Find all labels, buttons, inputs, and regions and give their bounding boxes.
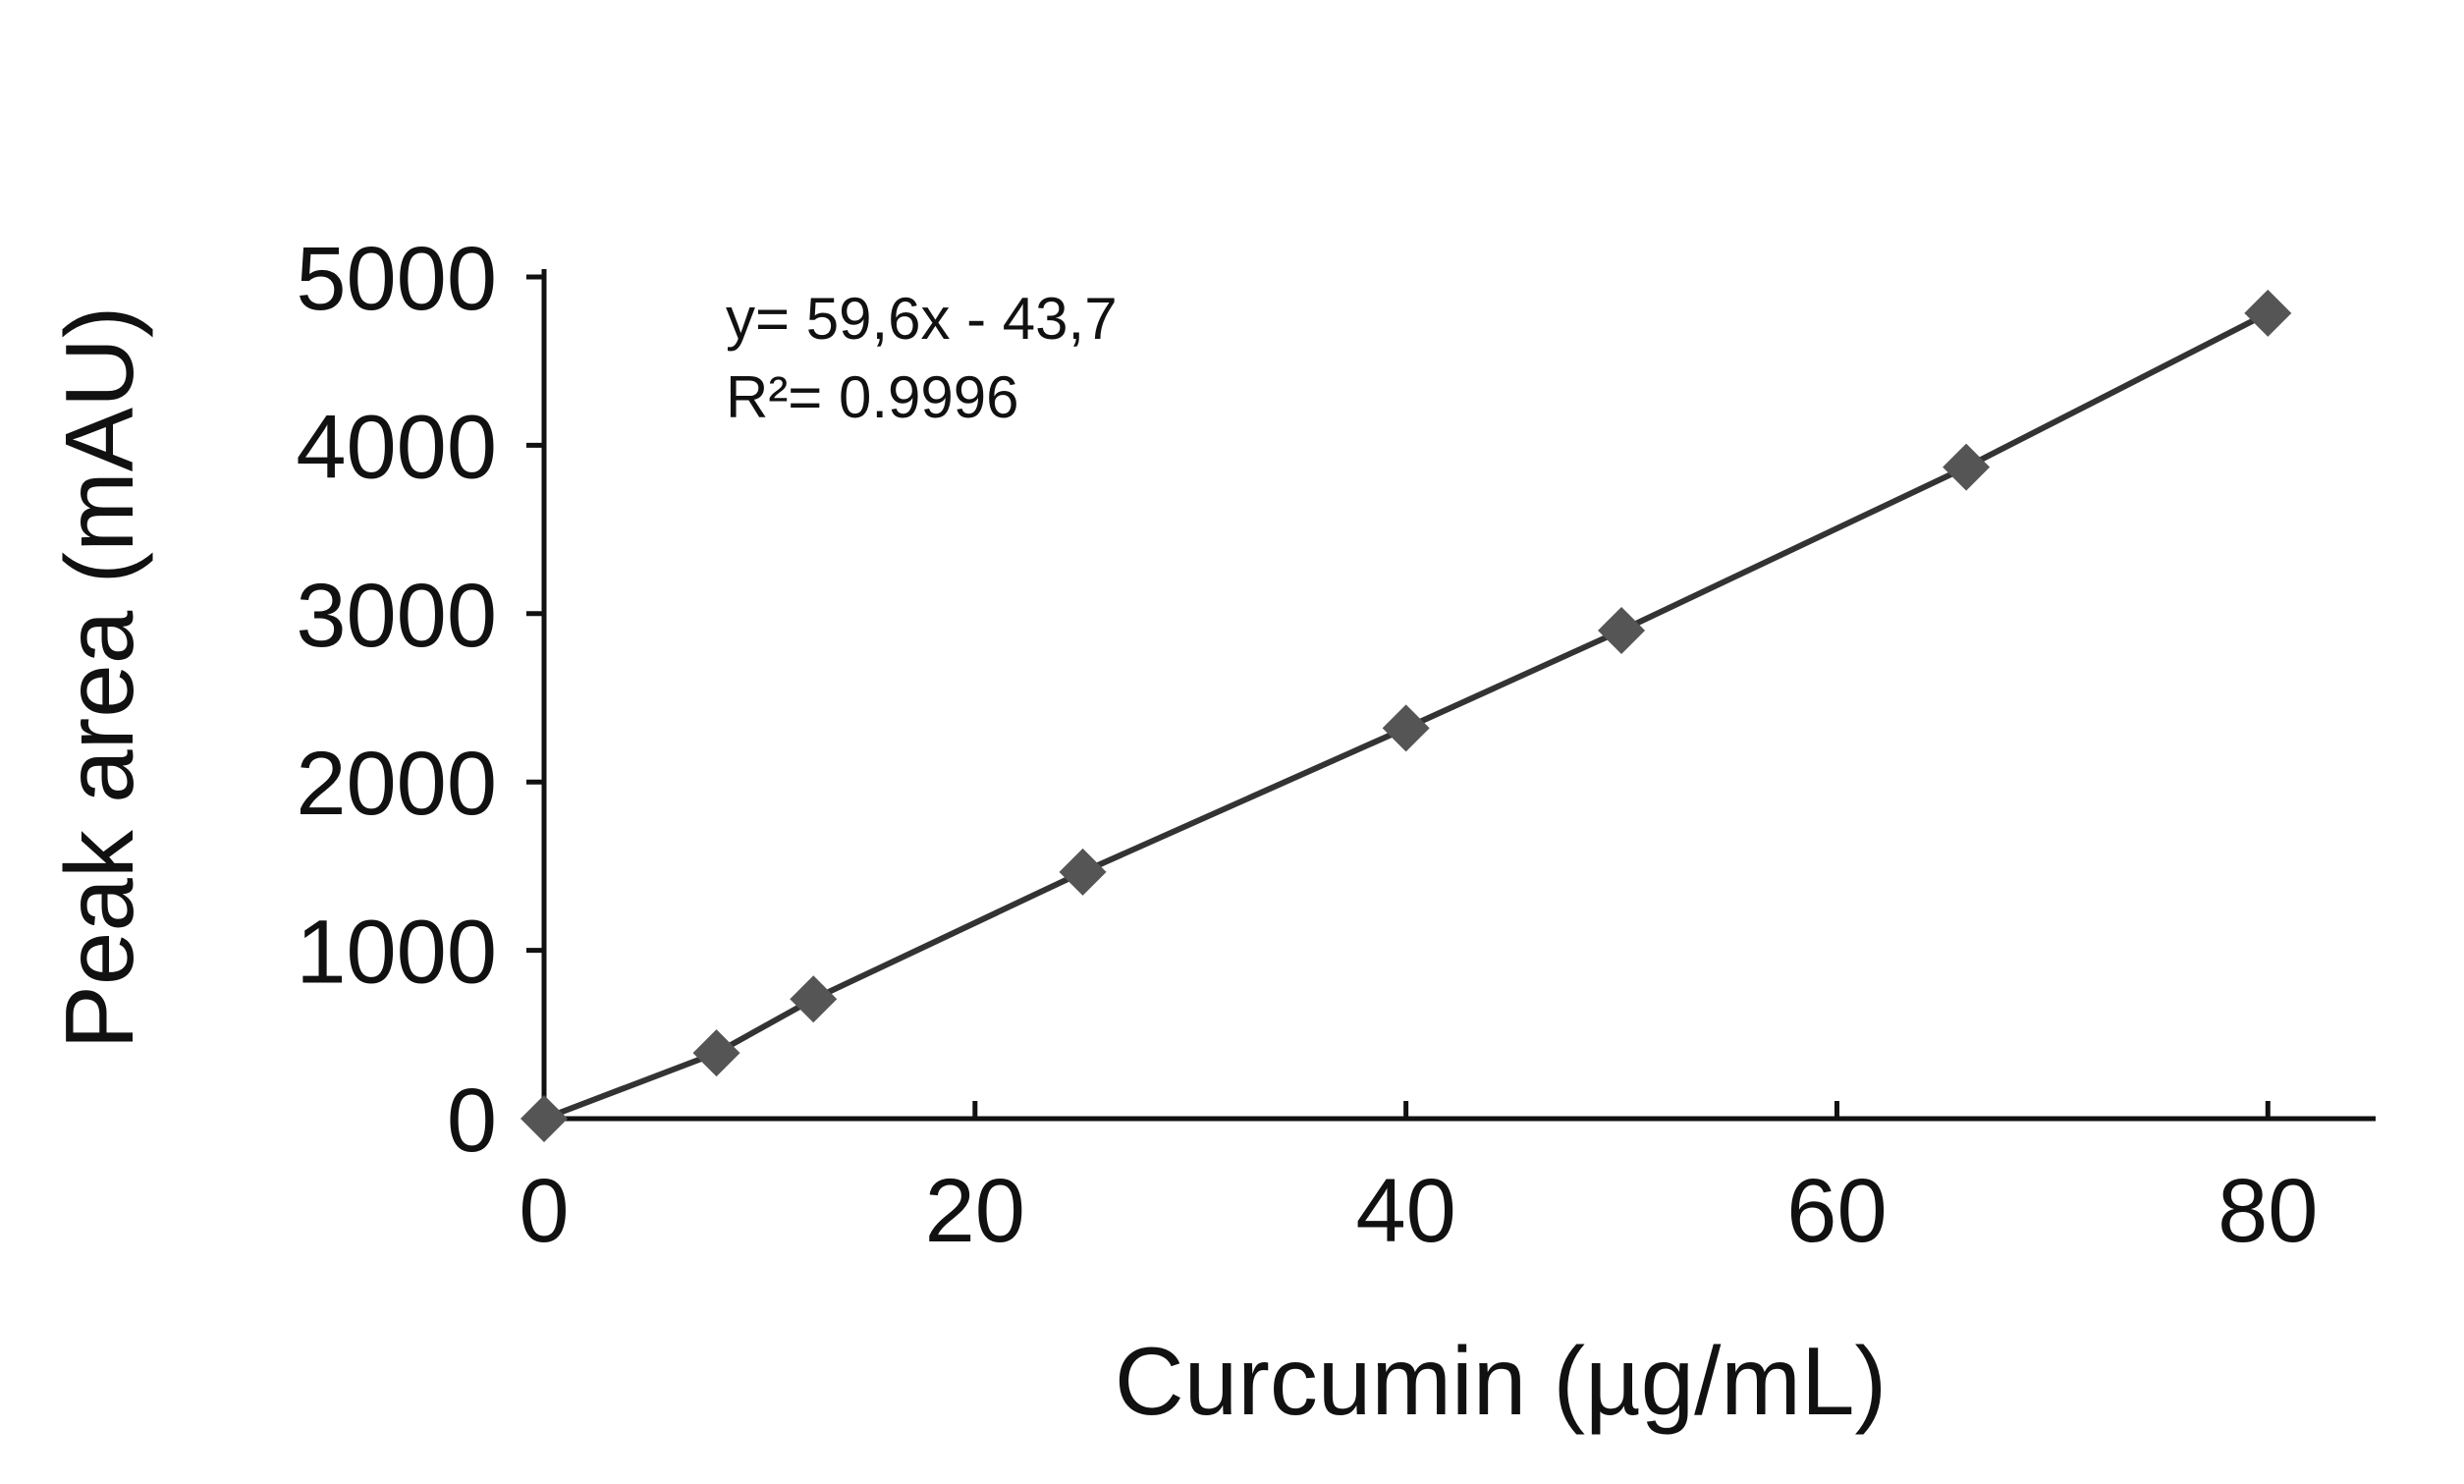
data-point <box>790 975 838 1023</box>
data-point <box>1059 848 1107 896</box>
y-axis-title: Peak area (mAU) <box>45 305 153 1049</box>
x-tick-label: 60 <box>1786 1161 1887 1261</box>
y-tick-label: 5000 <box>296 229 497 329</box>
data-point <box>1943 443 1991 491</box>
y-tick-label: 1000 <box>296 903 497 1003</box>
r-squared: R²= 0.9996 <box>726 364 1019 430</box>
data-point <box>692 1029 740 1077</box>
equation: y= 59,6x - 43,7 <box>726 286 1118 352</box>
data-point <box>1598 606 1646 654</box>
y-tick-label: 4000 <box>296 397 497 497</box>
data-point <box>520 1095 568 1142</box>
data-line <box>542 310 2270 1122</box>
x-tick-label: 20 <box>925 1161 1025 1261</box>
x-tick-label: 80 <box>2218 1161 2318 1261</box>
x-tick-label: 0 <box>519 1161 569 1261</box>
y-tick-label: 3000 <box>296 566 497 666</box>
y-tick-label: 2000 <box>296 734 497 834</box>
x-axis-title: Curcumin (µg/mL) <box>1115 1327 1887 1435</box>
data-point <box>1382 704 1430 752</box>
data-point <box>2244 289 2292 337</box>
y-tick-label: 0 <box>447 1071 497 1171</box>
x-tick-label: 40 <box>1355 1161 1455 1261</box>
